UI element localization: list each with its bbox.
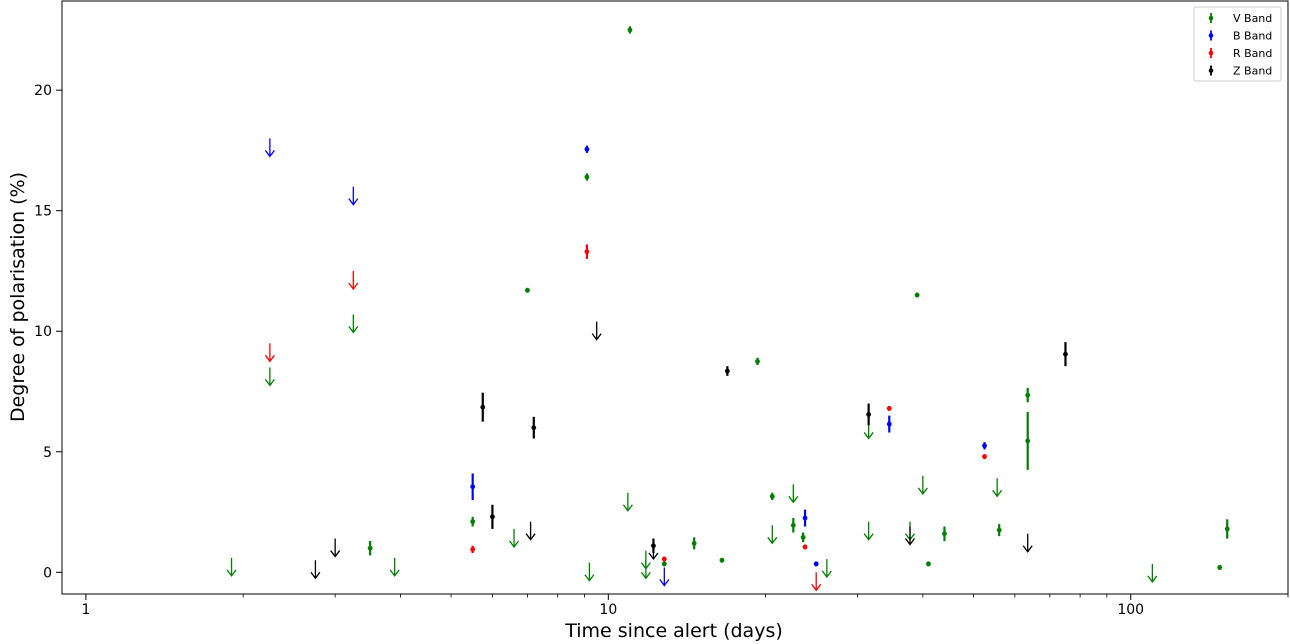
v-band-upper-limit [509,528,520,548]
b-band-upper-limit [348,186,359,206]
legend-item-z-band: Z Band [1208,65,1272,78]
x-tick-label: 1 [81,602,90,618]
data-marks [226,26,1230,592]
r-band-point [982,454,987,460]
v-band-point [996,524,1002,537]
v-band-point [942,526,947,541]
v-band-point [769,492,775,500]
b-band-point [886,415,892,433]
v-band-point [719,557,725,563]
r-band-upper-limit [348,270,359,291]
z-band-upper-limit [310,560,321,580]
v-band-point [367,540,373,556]
z-band-point [651,538,656,554]
v-band-point [914,292,920,298]
x-tick-label: 100 [1117,602,1144,618]
legend-item-r-band: R Band [1208,47,1272,60]
v-band-upper-limit [767,525,778,545]
x-tick-label: 10 [599,602,617,618]
y-tick-label: 5 [43,445,52,461]
r-band-point [661,556,667,562]
v-band-upper-limit [821,559,832,579]
legend-label: Z Band [1233,65,1272,78]
v-band-upper-limit [389,557,400,577]
plot-background [62,1,1288,594]
r-band-upper-limit [811,572,822,592]
v-band-upper-limit [788,484,799,504]
v-band-upper-limit [584,562,595,582]
v-band-point [1224,519,1230,539]
z-band-upper-limit [330,538,341,558]
v-band-upper-limit [917,475,928,495]
v-band-point [584,173,590,181]
b-band-point [802,509,808,527]
v-band-upper-limit [640,560,651,580]
v-band-point [1025,412,1031,470]
y-tick-label: 0 [43,565,52,581]
v-band-point [470,516,476,527]
axis-ticks: 1 10 100 0 5 10 15 20 [34,83,1289,618]
v-band-upper-limit [1147,563,1158,583]
v-band-point [800,532,806,543]
b-band-upper-limit [264,138,275,158]
legend-item-b-band: B Band [1208,30,1272,43]
z-band-upper-limit [904,526,916,546]
z-band-point [866,403,872,426]
v-band-point [627,26,633,34]
b-band-point [813,561,819,567]
v-band-point [524,287,530,293]
v-band-upper-limit [264,367,275,387]
z-band-upper-limit [1022,533,1033,553]
y-tick-label: 15 [34,204,52,220]
plot-frame [61,0,1289,595]
v-band-point [1217,565,1223,570]
r-band-upper-limit [264,343,275,363]
v-band-point [926,561,931,567]
v-band-upper-limit [863,521,874,541]
b-band-point [470,473,476,500]
v-band-upper-limit [226,557,237,577]
z-band-upper-limit [525,521,536,541]
legend: V Band B Band R Band Z Band [1193,6,1282,82]
v-band-upper-limit [992,478,1003,498]
z-band-point [480,392,486,422]
r-band-point [802,544,808,550]
y-axis-label: Degree of polarisation (%) [7,172,29,422]
b-band-upper-limit [659,567,670,587]
z-band-point [724,366,730,376]
b-band-point [584,145,590,153]
z-band-point [490,504,495,529]
v-band-point [755,357,760,365]
r-band-point [886,405,892,411]
b-band-point [982,442,987,450]
legend-box [1193,6,1282,82]
v-band-point [1025,387,1031,403]
legend-label: B Band [1233,30,1272,43]
legend-item-v-band: V Band [1208,12,1272,25]
v-band-upper-limit [348,314,359,334]
x-axis-label: Time since alert (days) [564,620,783,642]
z-band-upper-limit [591,321,602,341]
v-band-point [661,561,667,567]
z-band-point [1063,342,1068,367]
y-tick-label: 20 [34,83,52,99]
r-band-point [470,545,476,554]
v-band-point [691,537,697,550]
r-band-point [584,244,590,259]
legend-label: R Band [1233,47,1272,60]
v-band-point [790,518,796,533]
y-tick-label: 10 [34,324,52,340]
legend-label: V Band [1233,12,1272,25]
v-band-upper-limit [622,492,633,512]
z-band-point [531,416,537,439]
